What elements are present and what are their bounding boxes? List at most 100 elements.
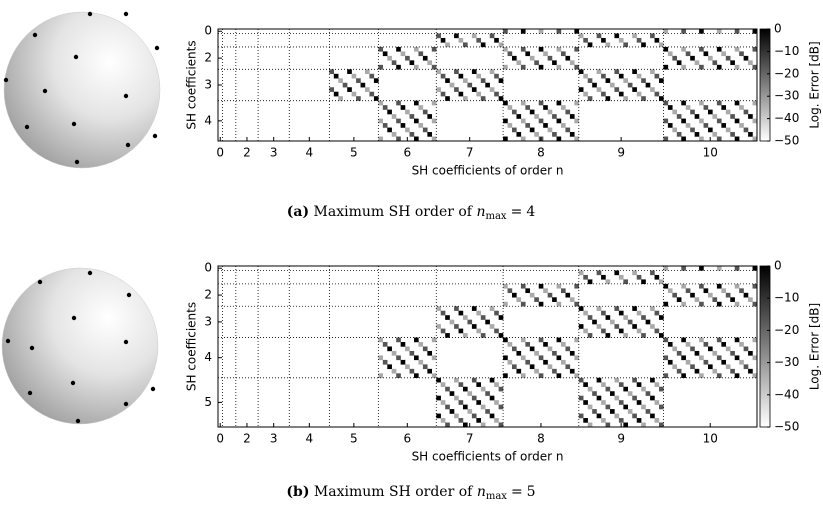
matrix-cell xyxy=(543,105,548,110)
caption-math-eq: = xyxy=(511,204,523,220)
matrix-cell xyxy=(485,409,490,414)
matrix-cell xyxy=(610,409,615,414)
matrix-cell xyxy=(565,292,571,298)
matrix-cell xyxy=(618,400,624,405)
matrix-cell xyxy=(672,55,678,61)
matrix-cell xyxy=(329,69,335,74)
matrix-cell xyxy=(556,355,562,361)
matrix-cell xyxy=(587,96,593,101)
matrix-cell xyxy=(734,301,740,307)
matrix-cell xyxy=(485,82,490,88)
matrix-cell xyxy=(721,359,727,365)
matrix-cell xyxy=(654,91,660,97)
matrix-cell xyxy=(743,109,749,115)
matrix-cell xyxy=(614,306,620,311)
matrix-cell xyxy=(552,114,557,119)
matrix-cell xyxy=(436,87,441,92)
matrix-cell xyxy=(654,382,660,387)
matrix-cell xyxy=(632,306,637,311)
matrix-cell xyxy=(400,359,406,365)
matrix-cell xyxy=(650,413,655,419)
matrix-cell xyxy=(494,73,499,79)
matrix-cell xyxy=(556,46,562,52)
matrix-cell xyxy=(583,418,588,423)
matrix-cell xyxy=(378,355,384,361)
matrix-cell xyxy=(552,368,557,374)
matrix-cell xyxy=(681,29,686,34)
matrix-cell xyxy=(543,51,548,57)
matrix-cell xyxy=(440,382,446,387)
matrix-cell xyxy=(645,82,651,88)
matrix-cell xyxy=(440,418,446,423)
matrix-cell xyxy=(414,64,419,70)
matrix-cell xyxy=(716,301,722,307)
matrix-cell xyxy=(525,105,531,110)
caption-math-sub: max xyxy=(486,491,507,502)
matrix-cell xyxy=(743,55,749,61)
matrix-cell xyxy=(730,297,735,302)
matrix-cell xyxy=(748,60,753,66)
matrix-cell xyxy=(414,100,419,106)
matrix-cell xyxy=(449,391,455,396)
matrix-cell xyxy=(507,51,513,57)
caption-math-var: n xyxy=(476,204,485,220)
matrix-cell xyxy=(623,96,629,101)
matrix-cell xyxy=(703,342,709,347)
matrix-cell xyxy=(409,60,415,66)
matrix-cell xyxy=(552,297,557,302)
matrix-cell xyxy=(752,283,758,289)
matrix-cell xyxy=(387,364,392,370)
matrix-cell xyxy=(489,306,495,311)
colorbar-label: Log. Error [dB] xyxy=(808,303,822,390)
matrix-cell xyxy=(396,136,401,142)
x-tick-label: 3 xyxy=(270,432,278,446)
matrix-cell xyxy=(436,69,441,74)
matrix-cell xyxy=(436,377,441,383)
matrix-cell xyxy=(418,51,424,57)
subfigure: 0 2 3 4 5 6 7 8 9 10 0 2 3 4 SH coefficients SH coeffic… xyxy=(185,22,822,222)
matrix-cell xyxy=(440,400,446,405)
matrix-cell xyxy=(396,64,401,70)
matrix-cell xyxy=(716,373,722,379)
matrix-cell xyxy=(743,364,749,370)
matrix-cell xyxy=(752,118,758,124)
matrix-cell xyxy=(480,315,486,320)
matrix-cell xyxy=(663,266,669,271)
matrix-cell xyxy=(378,46,384,52)
matrix-cell xyxy=(494,310,499,316)
matrix-cell xyxy=(489,395,495,401)
matrix-cell xyxy=(659,315,664,320)
matrix-cell xyxy=(578,413,584,419)
matrix-cell xyxy=(561,359,566,365)
matrix-cell xyxy=(614,324,620,329)
matrix-cell xyxy=(659,333,664,338)
x-axis-label: SH coefficients of order n xyxy=(412,450,564,464)
matrix-cell xyxy=(623,333,629,338)
x-tick-label: 7 xyxy=(466,432,474,446)
matrix-cell xyxy=(636,274,642,280)
matrix-cell xyxy=(445,386,450,392)
matrix-cell xyxy=(699,373,704,379)
matrix-cell xyxy=(463,386,468,392)
matrix-cell xyxy=(667,51,673,57)
matrix-cell xyxy=(507,359,513,365)
matrix-cell xyxy=(618,382,624,387)
matrix-cell xyxy=(561,105,566,110)
matrix-cell xyxy=(405,55,410,61)
matrix-cell xyxy=(378,100,384,106)
matrix-cell xyxy=(659,386,664,392)
matrix-cell xyxy=(454,377,459,383)
matrix-cell xyxy=(494,382,499,387)
sphere-b xyxy=(1,267,159,425)
x-tick-label: 9 xyxy=(617,146,625,160)
matrix-cell xyxy=(623,42,629,48)
matrix-cell xyxy=(663,373,669,379)
matrix-cell xyxy=(463,422,468,428)
matrix-cell xyxy=(512,292,517,298)
matrix-cell xyxy=(494,418,499,423)
matrix-cell xyxy=(454,69,459,74)
matrix-cell xyxy=(503,29,508,34)
y-axis-label: SH coefficients xyxy=(185,40,199,129)
x-tick-label: 2 xyxy=(243,146,251,160)
matrix-cell xyxy=(525,51,531,57)
